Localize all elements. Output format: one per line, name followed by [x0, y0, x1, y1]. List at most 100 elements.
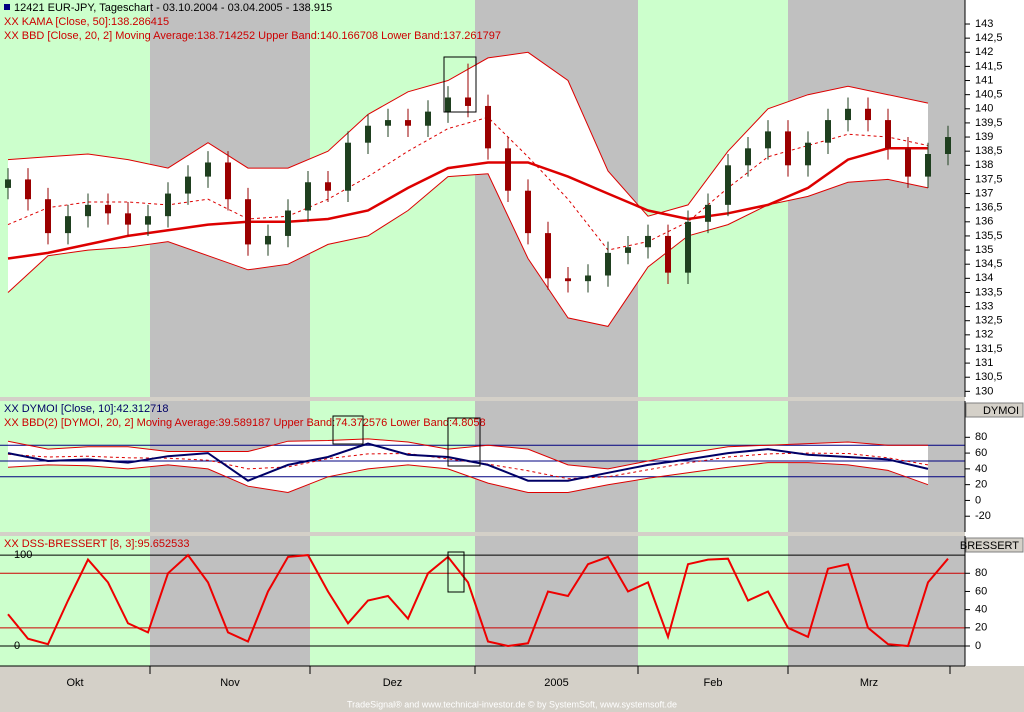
candle-body [545, 233, 551, 279]
candle-body [805, 142, 811, 166]
month-shade [0, 536, 150, 666]
series-line [7, 553, 949, 648]
candle-body [65, 216, 71, 234]
candle-body [885, 120, 891, 149]
chart-title: 12421 EUR-JPY, Tageschart - 03.10.2004 -… [14, 2, 332, 14]
candle-body [245, 199, 251, 245]
candle-body [925, 153, 931, 177]
candle-body [145, 216, 151, 225]
y-tick-label: 0 [975, 640, 981, 652]
y-tick-label: 20 [975, 479, 987, 491]
y-tick-label: 139,5 [975, 117, 1003, 129]
candle-body [645, 235, 651, 248]
y-tick-label: 60 [975, 447, 987, 459]
candle-body [565, 278, 571, 282]
candle-body [105, 204, 111, 214]
candle-body [625, 247, 631, 253]
candle-body [325, 182, 331, 191]
highlight-box [447, 417, 481, 467]
title-icon [4, 4, 10, 10]
x-tick-label: 2005 [544, 677, 568, 689]
candle-body [665, 235, 671, 273]
y-tick-label: 138,5 [975, 145, 1003, 157]
y-tick-label: 80 [975, 431, 987, 443]
annotation: XX BBD [Close, 20, 2] Moving Average:138… [4, 30, 501, 42]
annotation: XX BBD(2) [DYMOI, 20, 2] Moving Average:… [4, 417, 486, 429]
panel-label: BRESSERT [960, 540, 1019, 552]
candle-body [745, 148, 751, 166]
series-line [7, 116, 929, 251]
candle-body [845, 108, 851, 121]
y-tick-label: 134,5 [975, 258, 1003, 270]
y-tick-label: 141,5 [975, 60, 1003, 72]
candle-body [385, 120, 391, 126]
y-tick-label: 20 [975, 622, 987, 634]
candle-body [25, 179, 31, 200]
candle-body [45, 199, 51, 234]
plot-area [0, 401, 965, 532]
y-tick-label: 134 [975, 272, 993, 284]
candle-body [605, 252, 611, 276]
y-tick-label: 136 [975, 216, 993, 228]
y-tick-label: 140,5 [975, 89, 1003, 101]
y-tick-label: 130,5 [975, 371, 1003, 383]
candle-body [405, 120, 411, 126]
y-tick-label: 142,5 [975, 32, 1003, 44]
highlight-box [332, 415, 364, 445]
y-tick-label: 130 [975, 385, 993, 397]
series-line [7, 438, 928, 470]
plot-area [0, 0, 965, 397]
highlight-box [443, 56, 477, 113]
candle-body [705, 204, 711, 222]
candle-body [445, 97, 451, 112]
x-tick-label: Nov [220, 677, 240, 689]
footer: TradeSignal® and www.technical-investor.… [347, 699, 677, 709]
candle-body [765, 131, 771, 149]
plot-area [0, 536, 965, 666]
annotation: XX DYMOI [Close, 10]:42.312718 [4, 403, 168, 415]
candle-body [305, 182, 311, 211]
candle-body [465, 97, 471, 106]
y-tick-label: 137 [975, 187, 993, 199]
y-tick-label: 133,5 [975, 286, 1003, 298]
panel: XX DSS-BRESSERT [8, 3]:95.652533 BRESSERT… [0, 536, 1024, 666]
candle-body [785, 131, 791, 166]
candle-body [485, 105, 491, 149]
panel: XX DYMOI [Close, 10]:42.312718 XX BBD(2) … [0, 401, 1024, 532]
candle-body [185, 176, 191, 194]
y-tick-label: 138 [975, 159, 993, 171]
y-tick-label: 143 [975, 18, 993, 30]
y-tick-label: 137,5 [975, 173, 1003, 185]
y-tick-label: 136,5 [975, 202, 1003, 214]
panel-label-box [965, 402, 1024, 418]
candle-body [865, 108, 871, 121]
panel-label: DYMOI [983, 405, 1019, 417]
series-line [7, 147, 928, 260]
annotation: XX DSS-BRESSERT [8, 3]:95.652533 [4, 538, 189, 550]
y-tick-label: 135,5 [975, 230, 1003, 242]
candle-body [265, 235, 271, 245]
y-tick-label: 40 [975, 463, 987, 475]
y-tick-label: 139 [975, 131, 993, 143]
y-tick-label: 133 [975, 300, 993, 312]
candle-body [725, 165, 731, 205]
annotation: XX KAMA [Close, 50]:138.286415 [4, 16, 169, 28]
axis-strip [965, 0, 1024, 666]
y-tick-label: 135 [975, 244, 993, 256]
y-tick-label: 0 [975, 494, 981, 506]
series-line [7, 442, 929, 482]
x-tick-label: Feb [704, 677, 723, 689]
y-tick-label: -20 [975, 510, 991, 522]
band-fill [8, 52, 928, 327]
y-tick-label: 141 [975, 74, 993, 86]
y-tick-label: 60 [975, 585, 987, 597]
series-line [7, 462, 929, 494]
candle-body [945, 137, 951, 154]
panel-label-box [965, 537, 1024, 553]
candle-body [365, 125, 371, 143]
highlight-box [447, 551, 465, 593]
candle-body [125, 213, 131, 225]
y-tick-label: 80 [975, 567, 987, 579]
